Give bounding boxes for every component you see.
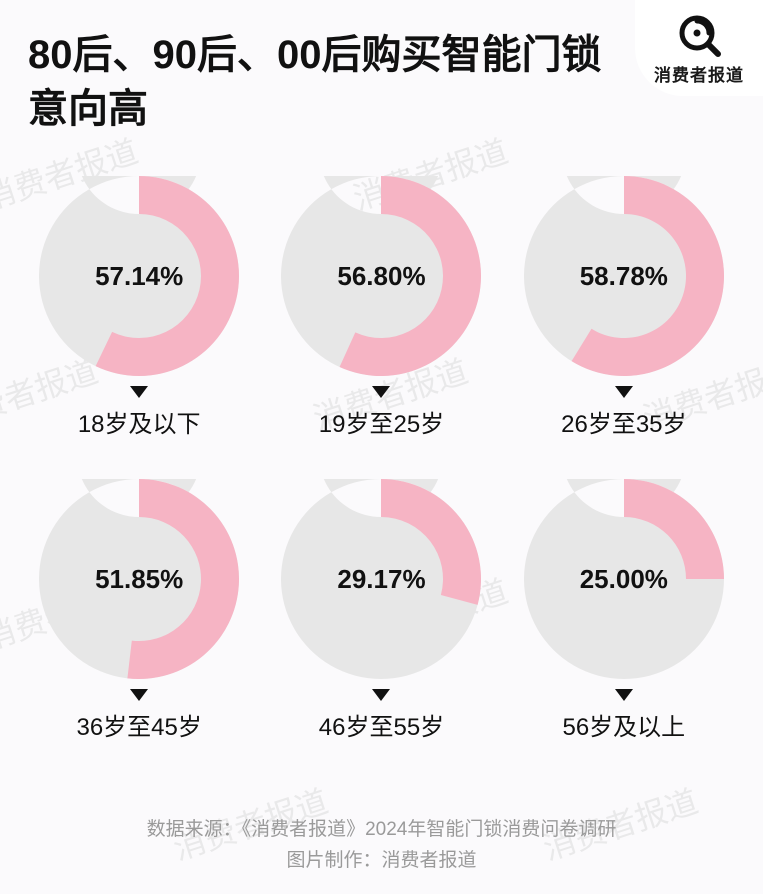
- donut-percent-label: 29.17%: [281, 479, 481, 679]
- donut-chart: 56.80%: [281, 176, 481, 376]
- donut-percent-label: 25.00%: [524, 479, 724, 679]
- donut-chart: 29.17%: [281, 479, 481, 679]
- brand-logo-badge: 消费者报道: [635, 0, 763, 96]
- pointer-down-icon: [372, 386, 390, 398]
- donut-cell: 56.80% 19岁至25岁: [270, 176, 492, 439]
- pointer-down-icon: [372, 689, 390, 701]
- donut-grid: 57.14% 18岁及以下 56.80% 19岁至25岁 58.78% 26岁至35岁 51…: [0, 136, 763, 742]
- donut-category-label: 36岁至45岁: [76, 707, 201, 742]
- donut-cell: 25.00% 56岁及以上: [513, 479, 735, 742]
- donut-percent-label: 56.80%: [281, 176, 481, 376]
- pointer-down-icon: [615, 386, 633, 398]
- donut-percent-label: 57.14%: [39, 176, 239, 376]
- donut-category-label: 46岁至55岁: [319, 707, 444, 742]
- footer-credit: 图片制作：消费者报道: [0, 846, 763, 876]
- footer-source: 数据来源：《消费者报道》2024年智能门锁消费问卷调研: [0, 815, 763, 845]
- donut-chart: 25.00%: [524, 479, 724, 679]
- donut-category-label: 19岁至25岁: [319, 404, 444, 439]
- donut-cell: 29.17% 46岁至55岁: [270, 479, 492, 742]
- donut-cell: 58.78% 26岁至35岁: [513, 176, 735, 439]
- donut-category-label: 56岁及以上: [562, 707, 685, 742]
- brand-logo-icon: [675, 11, 723, 59]
- donut-chart: 57.14%: [39, 176, 239, 376]
- brand-logo-text: 消费者报道: [654, 61, 744, 86]
- pointer-down-icon: [130, 689, 148, 701]
- chart-footer: 数据来源：《消费者报道》2024年智能门锁消费问卷调研 图片制作：消费者报道: [0, 815, 763, 876]
- donut-percent-label: 58.78%: [524, 176, 724, 376]
- donut-cell: 57.14% 18岁及以下: [28, 176, 250, 439]
- donut-cell: 51.85% 36岁至45岁: [28, 479, 250, 742]
- donut-chart: 51.85%: [39, 479, 239, 679]
- donut-percent-label: 51.85%: [39, 479, 239, 679]
- pointer-down-icon: [615, 689, 633, 701]
- donut-category-label: 26岁至35岁: [561, 404, 686, 439]
- donut-chart: 58.78%: [524, 176, 724, 376]
- donut-category-label: 18岁及以下: [78, 404, 201, 439]
- pointer-down-icon: [130, 386, 148, 398]
